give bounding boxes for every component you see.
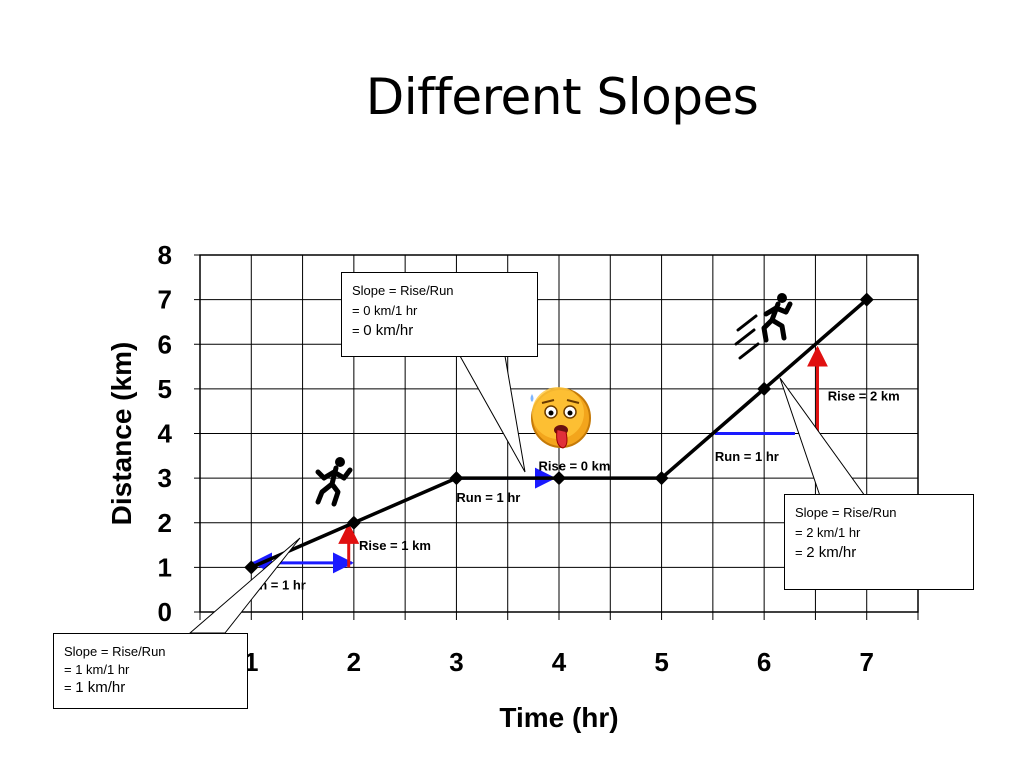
y-tick-label: 6 — [158, 329, 172, 359]
y-tick-label: 8 — [158, 240, 172, 270]
callout-slope-0: Slope = Rise/Run = 0 km/1 hr = 0 km/hr — [341, 272, 538, 357]
y-axis-title: Distance (km) — [106, 342, 137, 526]
data-point — [552, 471, 566, 486]
callout-line1: Slope = Rise/Run — [795, 505, 897, 520]
callout-line3: = 1 km/hr — [64, 679, 126, 696]
callout-line2: = 1 km/1 hr — [64, 662, 130, 677]
data-point — [346, 515, 361, 530]
callout-slope-2: Slope = Rise/Run = 2 km/1 hr = 2 km/hr — [784, 494, 974, 590]
y-tick-label: 4 — [158, 419, 173, 449]
annotation-label: Rise = 1 km — [359, 538, 431, 553]
data-point — [449, 471, 464, 486]
x-tick-label: 7 — [859, 647, 873, 677]
data-point — [859, 292, 874, 307]
y-tick-label: 2 — [158, 508, 172, 538]
plot-frame — [199, 254, 919, 613]
callout-line2: = 2 km/1 hr — [795, 525, 861, 540]
annotation-label: Run = 1 hr — [456, 490, 520, 505]
x-tick-label: 4 — [552, 647, 567, 677]
callout-slope-1: Slope = Rise/Run = 1 km/1 hr = 1 km/hr — [53, 633, 248, 709]
data-point — [757, 381, 772, 396]
callout-line3: = 0 km/hr — [352, 322, 414, 339]
annotation-label: un = 1 hr — [251, 577, 306, 592]
annotation-label: Run = 1 hr — [715, 449, 779, 464]
slide-title: Different Slopes — [365, 68, 759, 126]
callout-line1: Slope = Rise/Run — [352, 283, 454, 298]
sprinter-icon — [734, 293, 793, 360]
y-tick-label: 1 — [158, 552, 172, 582]
callout-line2: = 0 km/1 hr — [352, 303, 418, 318]
y-tick-label: 0 — [158, 597, 172, 627]
x-tick-label: 6 — [757, 647, 771, 677]
y-tick-labels: 0 1 2 3 4 5 6 7 8 Distance (km) — [106, 240, 173, 627]
x-tick-label: 2 — [347, 647, 361, 677]
y-tick-label: 3 — [158, 463, 172, 493]
y-tick-label: 5 — [158, 374, 172, 404]
annotation-label: Rise = 2 km — [828, 389, 900, 404]
annotation-label: Rise = 0 km — [538, 459, 610, 474]
x-axis-title: Time (hr) — [499, 702, 618, 733]
x-tick-label: 3 — [449, 647, 463, 677]
tired-face-icon — [530, 387, 591, 449]
x-tick-label: 5 — [654, 647, 668, 677]
runner-icon — [315, 457, 353, 507]
callout-line1: Slope = Rise/Run — [64, 644, 166, 659]
callout-line3: = 2 km/hr — [795, 544, 857, 561]
y-tick-label: 7 — [158, 285, 172, 315]
data-point — [654, 471, 669, 486]
